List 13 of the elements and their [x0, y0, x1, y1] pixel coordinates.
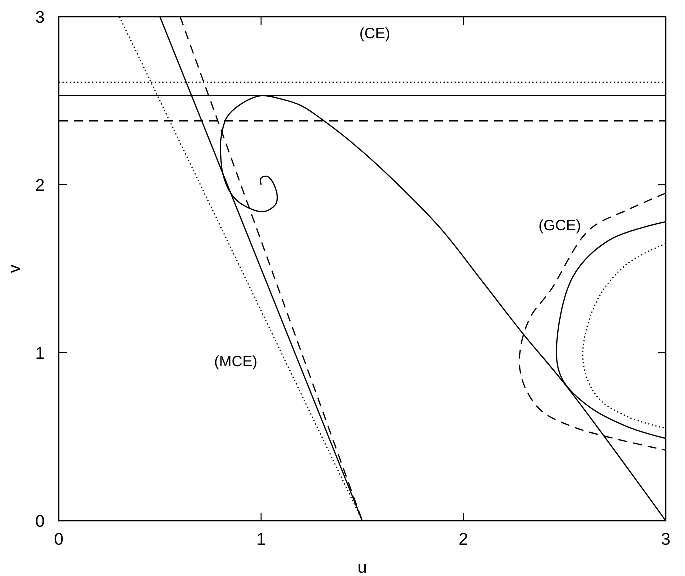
annotation: (GCE): [538, 217, 582, 234]
x-tick-label: 3: [661, 530, 671, 549]
y-axis-title: v: [5, 264, 24, 274]
annotation: (CE): [360, 25, 390, 42]
x-tick-label: 0: [54, 530, 64, 549]
y-tick-label: 2: [36, 176, 45, 195]
y-tick-label: 1: [36, 344, 45, 363]
x-tick-label: 2: [458, 530, 468, 549]
y-tick-label: 3: [36, 8, 45, 27]
y-tick-label: 0: [36, 512, 45, 531]
annotation: (MCE): [214, 353, 258, 370]
x-tick-label: 1: [256, 530, 266, 549]
x-axis-title: u: [358, 558, 368, 576]
